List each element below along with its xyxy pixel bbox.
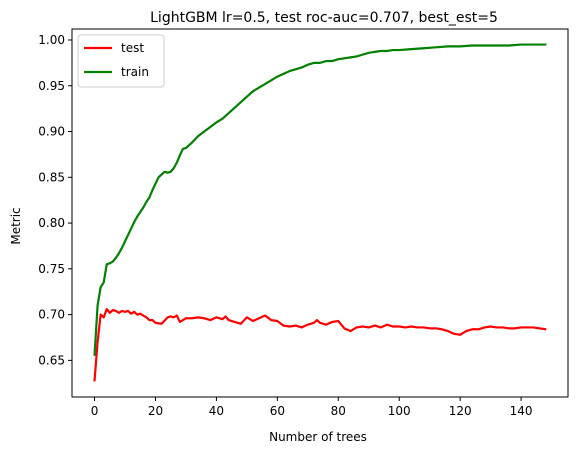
x-tick-label: 40 [209,404,224,418]
y-tick-label: 0.75 [38,262,65,276]
plot-area [93,43,547,382]
y-tick-label: 0.90 [38,125,65,139]
x-tick-label: 60 [270,404,285,418]
x-tick-label: 80 [331,404,346,418]
y-tick-label: 0.80 [38,216,65,230]
plot-frame [71,28,569,398]
chart-title: LightGBM lr=0.5, test roc-auc=0.707, bes… [150,10,498,26]
x-tick-label: 20 [148,404,163,418]
y-tick-label: 0.95 [38,79,65,93]
legend-label-test: test [121,41,144,55]
x-tick-label: 0 [91,404,99,418]
series-line-test [93,308,547,382]
y-tick-label: 1.00 [38,33,65,47]
x-axis: 0 20 40 60 80 100 120 140 [91,397,533,418]
y-tick-label: 0.65 [38,353,65,367]
x-tick-label: 100 [388,404,411,418]
x-tick-label: 120 [449,404,472,418]
y-tick-label: 0.70 [38,308,65,322]
legend: test train [77,34,165,88]
y-tick-label: 0.85 [38,170,65,184]
y-axis: 0.65 0.70 0.75 0.80 0.85 0.90 0.95 1.00 [38,33,72,367]
x-axis-label: Number of trees [269,430,367,444]
y-axis-label: Metric [9,207,23,244]
x-tick-label: 140 [510,404,533,418]
legend-label-train: train [121,65,149,79]
series-line-train [93,43,547,356]
